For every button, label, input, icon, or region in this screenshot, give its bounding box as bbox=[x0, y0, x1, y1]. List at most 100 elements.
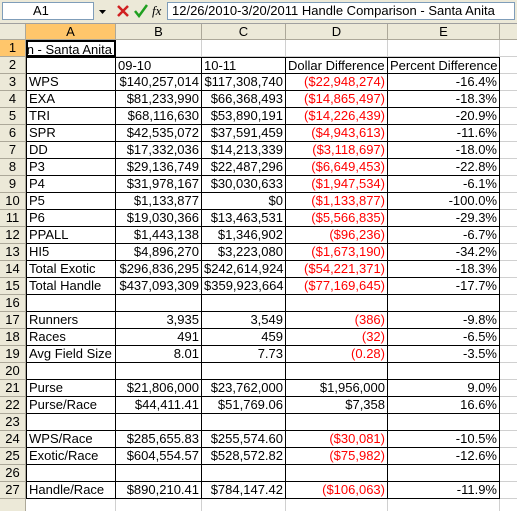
cell[interactable] bbox=[202, 414, 286, 431]
cell[interactable] bbox=[388, 40, 500, 57]
cell[interactable]: ($96,236) bbox=[286, 227, 388, 244]
row-header[interactable]: 4 bbox=[0, 91, 26, 108]
cell[interactable]: $68,116,630 bbox=[116, 108, 202, 125]
row-header[interactable]: 6 bbox=[0, 125, 26, 142]
column-header[interactable]: E bbox=[388, 24, 500, 40]
row-header[interactable]: 19 bbox=[0, 346, 26, 363]
enter-icon[interactable] bbox=[134, 4, 148, 18]
cell[interactable]: $784,147.42 bbox=[202, 482, 286, 499]
cell[interactable]: $30,030,633 bbox=[202, 176, 286, 193]
cell[interactable]: ($75,982) bbox=[286, 448, 388, 465]
cell[interactable]: 491 bbox=[116, 329, 202, 346]
cell[interactable] bbox=[500, 142, 517, 159]
cell[interactable]: -10.5% bbox=[388, 431, 500, 448]
row-header[interactable]: 22 bbox=[0, 397, 26, 414]
cell[interactable]: -6.7% bbox=[388, 227, 500, 244]
cell[interactable] bbox=[116, 363, 202, 380]
cell[interactable] bbox=[116, 295, 202, 312]
cell[interactable]: $1,443,138 bbox=[116, 227, 202, 244]
column-header[interactable] bbox=[500, 24, 517, 40]
cell[interactable]: $140,257,014 bbox=[116, 74, 202, 91]
cell[interactable]: $0 bbox=[202, 193, 286, 210]
cell[interactable]: PPALL bbox=[26, 227, 116, 244]
cell[interactable] bbox=[116, 499, 202, 511]
row-header[interactable]: 23 bbox=[0, 414, 26, 431]
cell[interactable]: 8.01 bbox=[116, 346, 202, 363]
cell[interactable]: $285,655.83 bbox=[116, 431, 202, 448]
cell[interactable]: $81,233,990 bbox=[116, 91, 202, 108]
cell[interactable]: ($1,133,877) bbox=[286, 193, 388, 210]
cell[interactable]: ($1,947,534) bbox=[286, 176, 388, 193]
column-header[interactable]: B bbox=[116, 24, 202, 40]
column-header[interactable]: C bbox=[202, 24, 286, 40]
cell[interactable]: $23,762,000 bbox=[202, 380, 286, 397]
cell[interactable] bbox=[286, 465, 388, 482]
cell[interactable]: $1,956,000 bbox=[286, 380, 388, 397]
cell[interactable]: $21,806,000 bbox=[116, 380, 202, 397]
cell[interactable]: -9.8% bbox=[388, 312, 500, 329]
cell[interactable] bbox=[500, 465, 517, 482]
cell[interactable]: 12/26/2010-3/20/2011 Handle Comparison -… bbox=[26, 40, 116, 57]
cell[interactable]: TRI bbox=[26, 108, 116, 125]
cell[interactable]: P5 bbox=[26, 193, 116, 210]
cell[interactable]: Avg Field Size bbox=[26, 346, 116, 363]
cell[interactable]: 9.0% bbox=[388, 380, 500, 397]
cell[interactable] bbox=[500, 499, 517, 511]
cell[interactable] bbox=[26, 499, 116, 511]
cell[interactable]: $117,308,740 bbox=[202, 74, 286, 91]
cell[interactable]: $255,574.60 bbox=[202, 431, 286, 448]
row-header[interactable]: 17 bbox=[0, 312, 26, 329]
cell[interactable] bbox=[500, 261, 517, 278]
cell[interactable] bbox=[500, 125, 517, 142]
cell[interactable]: ($4,943,613) bbox=[286, 125, 388, 142]
cell[interactable]: DD bbox=[26, 142, 116, 159]
cell[interactable] bbox=[26, 465, 116, 482]
cell[interactable] bbox=[500, 108, 517, 125]
cell[interactable]: $22,487,296 bbox=[202, 159, 286, 176]
cell[interactable] bbox=[286, 40, 388, 57]
cell[interactable]: 16.6% bbox=[388, 397, 500, 414]
cell[interactable]: P4 bbox=[26, 176, 116, 193]
insert-function[interactable]: fx bbox=[152, 3, 162, 18]
cell[interactable]: WPS/Race bbox=[26, 431, 116, 448]
row-header[interactable]: 9 bbox=[0, 176, 26, 193]
cell[interactable]: ($6,649,453) bbox=[286, 159, 388, 176]
cell[interactable]: Percent Difference bbox=[388, 57, 500, 74]
cell[interactable]: Total Exotic bbox=[26, 261, 116, 278]
row-header[interactable]: 7 bbox=[0, 142, 26, 159]
name-box[interactable]: A1 bbox=[2, 2, 94, 20]
cell[interactable] bbox=[500, 397, 517, 414]
cell[interactable]: Purse/Race bbox=[26, 397, 116, 414]
row-header[interactable]: 14 bbox=[0, 261, 26, 278]
cell[interactable] bbox=[26, 414, 116, 431]
cell[interactable]: $44,411.41 bbox=[116, 397, 202, 414]
cell[interactable] bbox=[500, 210, 517, 227]
column-header[interactable]: D bbox=[286, 24, 388, 40]
row-header[interactable] bbox=[0, 499, 26, 511]
cell[interactable]: 3,549 bbox=[202, 312, 286, 329]
row-header[interactable]: 2 bbox=[0, 57, 26, 74]
cell[interactable]: $7,358 bbox=[286, 397, 388, 414]
cell[interactable] bbox=[286, 363, 388, 380]
cell[interactable]: $19,030,366 bbox=[116, 210, 202, 227]
cell[interactable] bbox=[388, 295, 500, 312]
cell[interactable]: $296,836,295 bbox=[116, 261, 202, 278]
cell[interactable]: -17.7% bbox=[388, 278, 500, 295]
cell[interactable] bbox=[500, 346, 517, 363]
row-header[interactable]: 5 bbox=[0, 108, 26, 125]
cell[interactable]: -100.0% bbox=[388, 193, 500, 210]
row-header[interactable]: 13 bbox=[0, 244, 26, 261]
cell[interactable] bbox=[500, 57, 517, 74]
cell[interactable]: -18.0% bbox=[388, 142, 500, 159]
cell[interactable]: $604,554.57 bbox=[116, 448, 202, 465]
cell[interactable]: 459 bbox=[202, 329, 286, 346]
cell[interactable]: ($30,081) bbox=[286, 431, 388, 448]
cell[interactable]: ($22,948,274) bbox=[286, 74, 388, 91]
cell[interactable] bbox=[500, 431, 517, 448]
cell[interactable]: WPS bbox=[26, 74, 116, 91]
cell[interactable]: $528,572.82 bbox=[202, 448, 286, 465]
cell[interactable]: -6.1% bbox=[388, 176, 500, 193]
cell[interactable] bbox=[500, 193, 517, 210]
row-header[interactable]: 15 bbox=[0, 278, 26, 295]
cell[interactable]: 3,935 bbox=[116, 312, 202, 329]
